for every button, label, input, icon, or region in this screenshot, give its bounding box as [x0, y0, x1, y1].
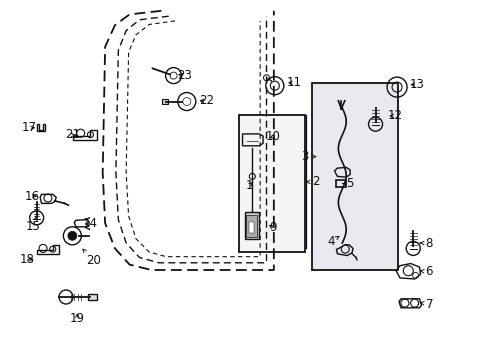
- Text: 7: 7: [419, 298, 432, 311]
- Text: 11: 11: [286, 76, 301, 89]
- Bar: [249, 222, 254, 233]
- Text: 13: 13: [408, 78, 423, 91]
- Text: 9: 9: [268, 221, 276, 234]
- Text: 15: 15: [26, 217, 41, 233]
- Text: 14: 14: [83, 217, 98, 230]
- Text: 8: 8: [419, 237, 432, 249]
- Text: 23: 23: [177, 69, 192, 82]
- Text: 3: 3: [301, 150, 315, 163]
- Circle shape: [68, 231, 77, 240]
- Bar: [238, 115, 304, 252]
- Text: 18: 18: [20, 253, 34, 266]
- Text: 4: 4: [327, 235, 338, 248]
- Text: 2: 2: [305, 175, 319, 188]
- Circle shape: [249, 174, 255, 179]
- Text: 17: 17: [22, 121, 37, 134]
- Bar: [335, 180, 345, 187]
- Bar: [162, 99, 168, 104]
- Text: 1: 1: [245, 179, 253, 192]
- Text: 6: 6: [419, 265, 432, 278]
- Text: 12: 12: [387, 109, 402, 122]
- Bar: [244, 212, 259, 239]
- Text: 5: 5: [342, 177, 353, 190]
- Bar: [88, 294, 97, 300]
- Text: 20: 20: [82, 249, 101, 267]
- Bar: [311, 83, 397, 270]
- Text: 19: 19: [70, 312, 84, 325]
- Text: 16: 16: [24, 190, 39, 203]
- Bar: [246, 215, 257, 237]
- Text: 10: 10: [265, 130, 280, 143]
- Text: 21: 21: [65, 129, 80, 141]
- Text: 22: 22: [199, 94, 213, 107]
